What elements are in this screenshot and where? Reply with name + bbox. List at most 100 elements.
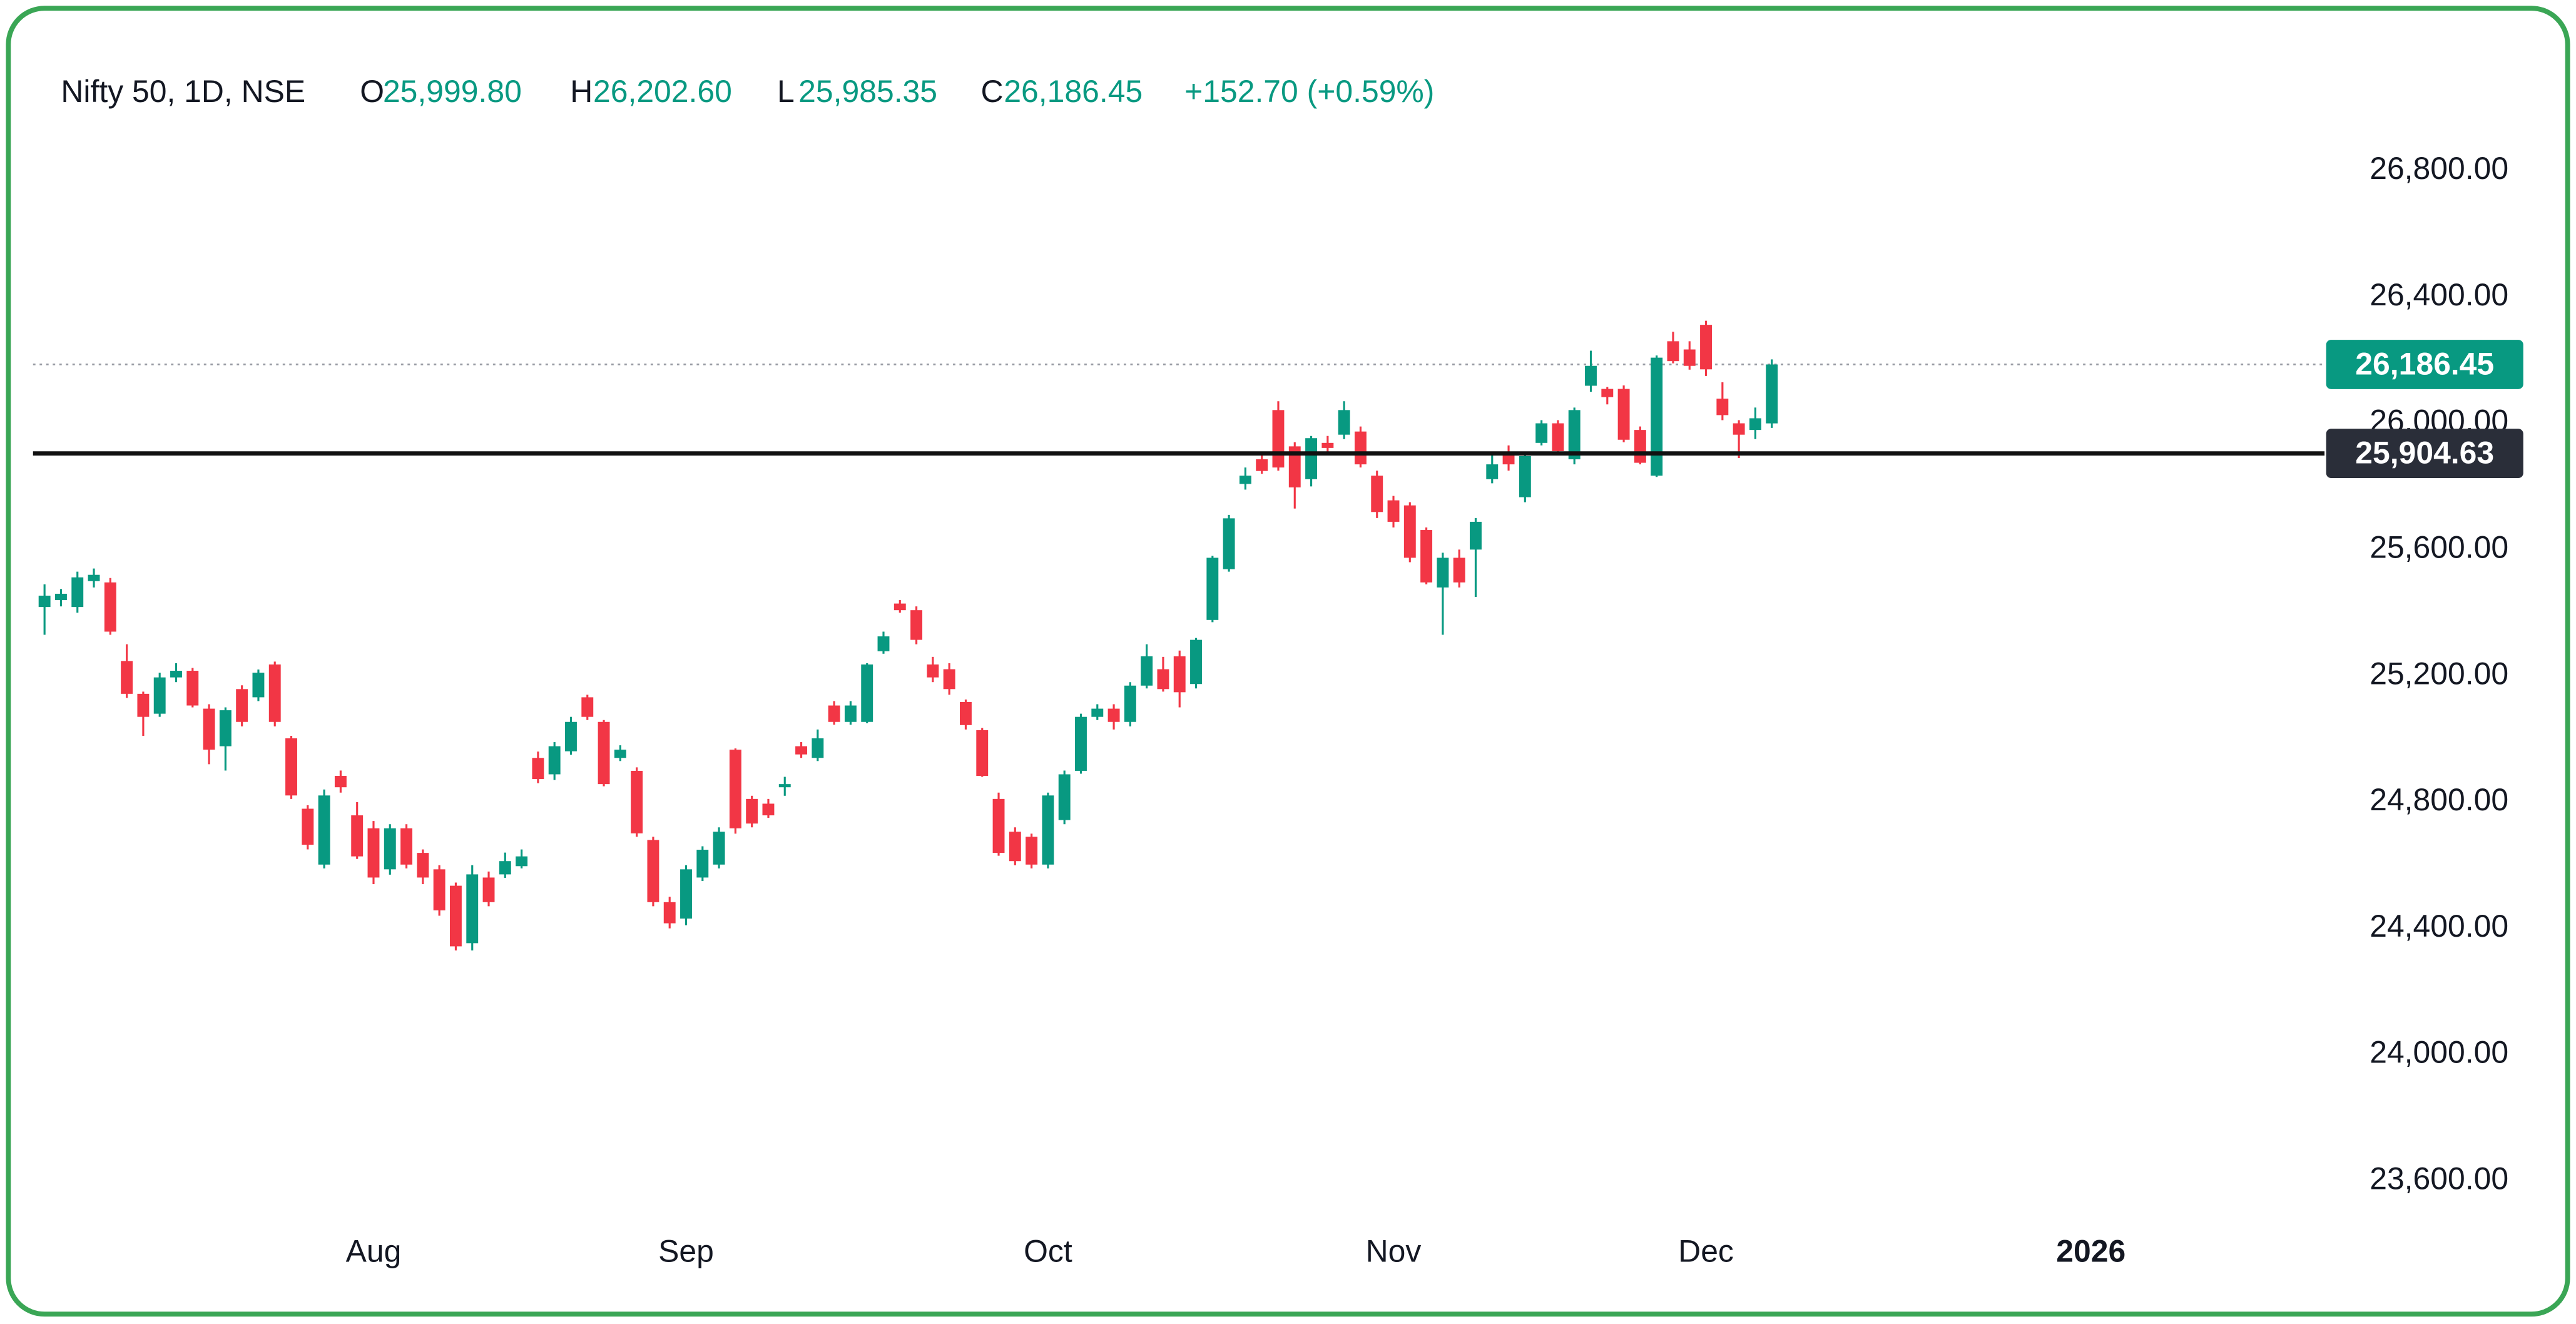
candle-body	[38, 595, 51, 608]
candle-body	[400, 828, 413, 865]
candle-body	[351, 815, 364, 857]
candle-body	[285, 738, 297, 796]
candle-body	[1651, 357, 1663, 476]
candle-body	[927, 664, 939, 678]
candle-body	[1354, 431, 1367, 465]
candle-body	[334, 776, 347, 788]
candle-body	[795, 746, 807, 755]
candle-body	[1519, 456, 1531, 497]
x-tick-label: Dec	[1678, 1233, 1734, 1268]
candle-body	[1206, 558, 1219, 620]
candle-body	[960, 701, 972, 725]
candle-body	[516, 856, 528, 867]
candle-body	[943, 669, 955, 690]
candle-body	[696, 850, 709, 878]
candle-body	[1009, 832, 1021, 862]
legend-value: 25,985.35	[798, 74, 937, 109]
candle-body	[631, 770, 643, 833]
candle-body	[877, 636, 890, 651]
candle-body	[1634, 430, 1646, 463]
candle-body	[1239, 476, 1251, 484]
candle-body	[729, 750, 741, 828]
candle-body	[121, 661, 133, 694]
candle-body	[713, 832, 725, 865]
candle-body	[532, 758, 544, 780]
candle-body	[482, 877, 495, 902]
candle-body	[778, 784, 791, 788]
x-tick-label: Oct	[1024, 1233, 1072, 1268]
candle-body	[170, 671, 182, 678]
candle-body	[1470, 521, 1482, 550]
candle-body	[565, 721, 577, 751]
x-tick-label: Aug	[346, 1233, 402, 1268]
candle-body	[1568, 410, 1581, 460]
candle-body	[384, 828, 396, 870]
candle-body	[268, 664, 281, 722]
legend-value: 26,202.60	[593, 74, 732, 109]
candle-body	[581, 697, 594, 717]
candle-body	[88, 574, 100, 581]
candle-body	[1026, 837, 1038, 865]
candle-body	[1042, 795, 1054, 865]
candle-body	[186, 671, 199, 706]
chart-title: Nifty 50, 1D, NSE	[61, 74, 305, 109]
candle-body	[1173, 656, 1186, 693]
candle-body	[1420, 530, 1433, 583]
legend-value: 25,999.80	[383, 74, 522, 109]
candle-body	[1535, 423, 1548, 443]
legend-key: H	[570, 74, 593, 109]
candle-body	[318, 795, 330, 865]
candle-body	[1403, 505, 1416, 558]
candle-body	[1387, 500, 1400, 522]
candle-body	[1075, 716, 1087, 771]
candle-body	[219, 710, 232, 746]
candle-body	[1667, 341, 1679, 362]
candle-body	[1338, 410, 1350, 435]
x-tick-label: 2026	[2056, 1233, 2125, 1268]
candle-body	[893, 603, 906, 611]
candle-body	[910, 610, 923, 640]
candle-body	[1223, 518, 1235, 569]
candle-body	[417, 853, 429, 878]
candle-body	[236, 689, 248, 722]
candle-body	[598, 721, 610, 785]
y-tick-label: 24,000.00	[2370, 1035, 2508, 1070]
candle-body	[1321, 442, 1334, 448]
candle-body	[203, 708, 215, 750]
candle-body	[1371, 476, 1383, 512]
candle-body	[746, 798, 758, 824]
candle-body	[976, 730, 989, 777]
candle-body	[548, 746, 561, 775]
candle-body	[1552, 423, 1564, 451]
candle-body	[1190, 639, 1202, 685]
candle-body	[71, 577, 84, 608]
candle-body	[844, 705, 857, 722]
y-tick-label: 26,400.00	[2370, 277, 2508, 312]
candle-body	[433, 869, 445, 910]
candle-body	[1305, 438, 1318, 479]
candle-body	[647, 840, 659, 902]
level-label: 25,904.63	[2355, 435, 2494, 470]
candle-body	[302, 808, 314, 845]
y-tick-label: 25,600.00	[2370, 529, 2508, 564]
legend-value: 26,186.45	[1004, 74, 1143, 109]
candle-body	[1453, 558, 1465, 583]
candle-body	[1733, 423, 1745, 435]
frame	[6, 6, 2570, 1317]
candle-body	[1091, 708, 1104, 717]
legend-key: L	[777, 74, 795, 109]
candle-body	[1683, 349, 1696, 366]
candle-body	[861, 664, 873, 722]
x-tick-label: Nov	[1366, 1233, 1422, 1268]
candle-body	[1157, 669, 1169, 690]
candle-body	[55, 593, 67, 601]
last-price-label: 26,186.45	[2355, 346, 2494, 381]
candle-body	[1617, 389, 1630, 440]
candle-body	[663, 902, 676, 924]
candle-body	[1486, 464, 1499, 479]
candle-body	[680, 869, 692, 919]
candle-body	[1124, 685, 1136, 722]
candle-body	[1288, 446, 1301, 487]
candle-body	[449, 885, 462, 947]
